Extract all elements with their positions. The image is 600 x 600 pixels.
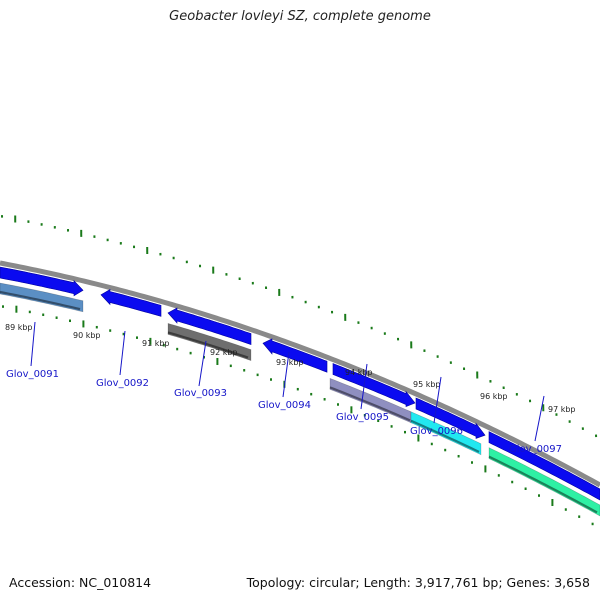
feature-shadow: [167, 331, 249, 359]
gene-leader-line: [282, 351, 290, 398]
feature-shadow: [329, 386, 411, 422]
cds-arrow: [488, 431, 600, 501]
gene-leader-line: [534, 395, 545, 442]
cds-arrow: [0, 266, 84, 297]
cds-arrow: [332, 363, 416, 408]
backbone-line: [0, 260, 600, 488]
gene-leader-line: [360, 363, 368, 410]
feature-block: [410, 411, 482, 456]
kbp-label: 90 kbp: [73, 331, 101, 340]
gene-label: Glov_0092: [96, 378, 149, 389]
gene-leader-line: [119, 330, 126, 376]
gene-label: Glov_0096: [410, 426, 463, 437]
kbp-label: 91 kbp: [142, 339, 170, 348]
kbp-label: 93 kbp: [276, 358, 304, 367]
gene-label: Glov_0093: [174, 388, 227, 399]
gene-label: Glov_0094: [258, 400, 311, 411]
feature-track: [0, 266, 600, 517]
gene-leader-line: [198, 340, 207, 387]
kbp-label: 97 kbp: [548, 405, 576, 414]
cds-arrow: [415, 397, 486, 439]
outer-tick-ring: [1, 215, 598, 438]
kbp-label: 92 kbp: [210, 348, 238, 357]
kbp-label: 95 kbp: [413, 380, 441, 389]
inner-tick-ring: [2, 305, 594, 526]
gene-leader-line: [433, 376, 442, 424]
kbp-scale-labels: 89 kbp 90 kbp 91 kbp 92 kbp 93 kbp 94 kbp 95 k…: [5, 323, 576, 414]
gene-label: Glov_0095: [336, 412, 389, 423]
cds-arrow: [167, 307, 252, 346]
feature-block: [0, 282, 84, 313]
cds-arrow: [100, 288, 162, 317]
feature-block: [488, 447, 600, 517]
genome-backbone: [0, 260, 600, 488]
topology-text: Topology: circular; Length: 3,917,761 bp…: [246, 575, 590, 590]
kbp-label: 89 kbp: [5, 323, 33, 332]
feature-block: [167, 322, 252, 362]
feature-shadow: [0, 290, 81, 311]
gene-label: Glov_0091: [6, 369, 59, 380]
feature-shadow: [410, 419, 480, 453]
gene-labels: Glov_0091 Glov_0092 Glov_0093 Glov_0094 Glov…: [6, 321, 562, 455]
kbp-label: 94 kbp: [345, 368, 373, 377]
cds-arrow: [262, 338, 328, 373]
kbp-label: 96 kbp: [480, 392, 508, 401]
gene-label: Glov_0097: [509, 444, 562, 455]
feature-shadow: [488, 455, 598, 514]
gene-leader-line: [30, 321, 36, 367]
accession-text: Accession: NC_010814: [9, 575, 152, 590]
map-title: Geobacter lovleyi SZ, complete genome: [169, 9, 431, 24]
